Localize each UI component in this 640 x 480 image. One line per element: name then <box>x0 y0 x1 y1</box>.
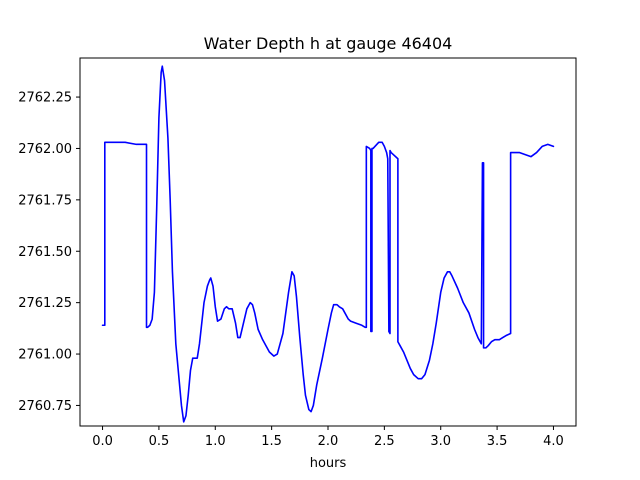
series-line-0 <box>101 65 555 423</box>
x-tick-label: 0.5 <box>149 434 170 449</box>
x-tick-label: 0.0 <box>92 434 113 449</box>
chart-title: Water Depth h at gauge 46404 <box>204 34 453 53</box>
y-tick-label: 2761.75 <box>18 193 72 208</box>
x-tick-label: 1.5 <box>261 434 282 449</box>
x-tick-label: 2.0 <box>318 434 339 449</box>
x-tick-label: 1.0 <box>205 434 226 449</box>
y-tick-label: 2760.75 <box>18 399 72 414</box>
y-axis: 2760.75 2761.00 2761.25 2761.50 2761.75 2762.… <box>18 91 80 414</box>
y-tick-label: 2762.00 <box>18 142 72 157</box>
x-axis-label: hours <box>310 456 347 471</box>
plot-area <box>101 65 555 423</box>
series-layer <box>101 65 555 423</box>
x-tick-label: 3.0 <box>430 434 451 449</box>
y-tick-label: 2761.50 <box>18 245 72 260</box>
y-tick-label: 2762.25 <box>18 91 72 106</box>
y-tick-label: 2761.25 <box>18 296 72 311</box>
y-tick-label: 2761.00 <box>18 348 72 363</box>
x-tick-label: 4.0 <box>543 434 564 449</box>
x-tick-label: 2.5 <box>374 434 395 449</box>
x-tick-label: 3.5 <box>487 434 508 449</box>
x-axis: 0.0 0.5 1.0 1.5 2.0 2.5 3.0 3.5 4.0 <box>92 426 564 449</box>
